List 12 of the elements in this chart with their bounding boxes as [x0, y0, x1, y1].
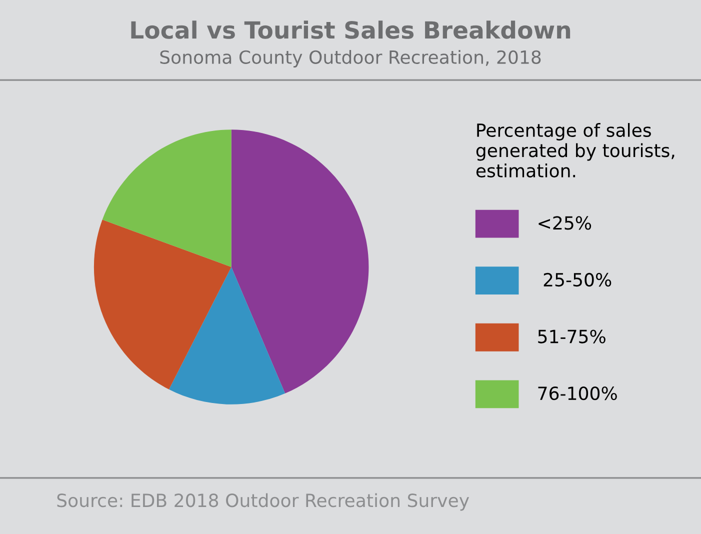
source-note: Source: EDB 2018 Outdoor Recreation Survey — [57, 493, 470, 511]
pie-slice — [231, 130, 369, 394]
legend-title: Percentage of sales generated by tourists, estimation. — [476, 123, 674, 178]
chart-subtitle: Sonoma County Outdoor Recreation, 2018 — [160, 50, 541, 68]
legend-label: 76-100% — [538, 386, 617, 400]
pie-slice — [94, 220, 232, 390]
legend-label: 51-75% — [538, 330, 606, 344]
legend-label: <25% — [538, 216, 592, 230]
pie-slice — [102, 130, 232, 267]
chart-title: Local vs Tourist Sales Breakdown — [131, 20, 570, 39]
pie-slice — [168, 267, 286, 404]
legend-label: 25-50% — [544, 272, 612, 287]
